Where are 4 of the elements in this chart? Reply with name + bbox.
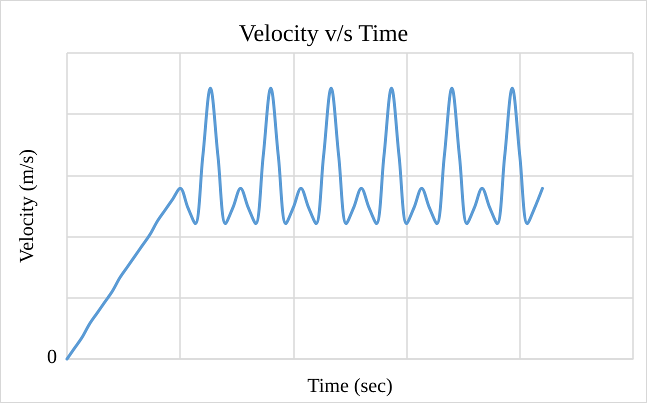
y-axis-title: Velocity (m/s) bbox=[16, 149, 38, 263]
text: 0 bbox=[47, 346, 57, 368]
x-axis-title: Time (sec) bbox=[307, 375, 393, 397]
chart-title: Velocity v/s Time bbox=[238, 21, 408, 47]
